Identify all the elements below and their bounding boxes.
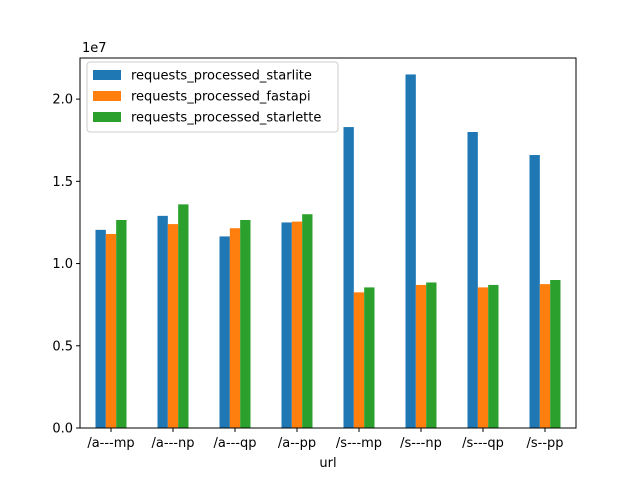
bar-requests-processed-starlite-6 [467,132,478,428]
legend-label: requests_processed_fastapi [131,90,311,105]
bar-requests-processed-fastapi-5 [415,284,427,428]
bar-requests-processed-starlite-0 [95,229,106,428]
legend-label: requests_processed_starlette [131,111,321,126]
bar-requests-processed-fastapi-0 [105,233,117,428]
x-tick-label: /a---qp [214,436,257,451]
y-tick-label: 0.0 [52,422,73,437]
x-axis-title: url [319,456,336,471]
x-tick-label: /a---np [152,436,195,451]
y-tick-label: 1.5 [52,175,73,190]
bar-requests-processed-fastapi-3 [291,221,303,428]
bar-requests-processed-starlite-7 [529,155,540,428]
bar-requests-processed-starlite-3 [281,222,292,428]
legend-label: requests_processed_starlite [131,69,312,84]
bar-requests-processed-starlite-4 [343,127,354,429]
x-tick-label: /s---np [400,436,442,451]
y-tick-label: 2.0 [52,93,73,108]
x-tick-label: /s--pp [526,436,563,451]
x-tick-label: /a---mp [87,436,134,451]
bar-requests-processed-starlette-5 [426,282,437,428]
legend-swatch [93,70,121,80]
x-axis: /a---mp/a---np/a---qp/a--pp/s---mp/s---n… [87,428,564,451]
bar-requests-processed-starlette-0 [116,219,127,428]
bar-requests-processed-starlette-3 [302,214,313,428]
x-tick-label: /a--pp [278,436,316,451]
bars [95,74,561,429]
legend: requests_processed_starlite requests_proc… [86,61,339,133]
bar-requests-processed-starlette-6 [488,284,499,428]
bar-requests-processed-fastapi-2 [229,228,241,428]
bar-requests-processed-starlite-1 [157,215,168,428]
bar-requests-processed-starlite-2 [219,236,230,428]
bar-requests-processed-starlette-2 [240,219,251,428]
bar-requests-processed-fastapi-6 [477,287,489,428]
y-axis: 0.0 0.5 1.0 1.5 2.0 [52,93,80,437]
bar-requests-processed-starlite-5 [405,74,416,428]
x-tick-label: /s---mp [336,436,382,451]
bar-requests-processed-fastapi-1 [167,224,179,428]
y-scale-label: 1e7 [82,41,107,56]
y-tick-label: 1.0 [52,257,73,272]
bar-requests-processed-starlette-7 [550,280,561,428]
bar-requests-processed-fastapi-4 [353,292,365,428]
plot-frame [79,57,577,429]
x-tick-label: /s---qp [462,436,504,451]
bar-requests-processed-fastapi-7 [539,284,551,428]
bar-requests-processed-starlette-1 [178,204,189,428]
legend-swatch [93,91,121,101]
y-tick-label: 0.5 [52,339,73,354]
legend-swatch [93,112,121,122]
bar-requests-processed-starlette-4 [364,287,375,428]
legend-box [86,61,339,133]
